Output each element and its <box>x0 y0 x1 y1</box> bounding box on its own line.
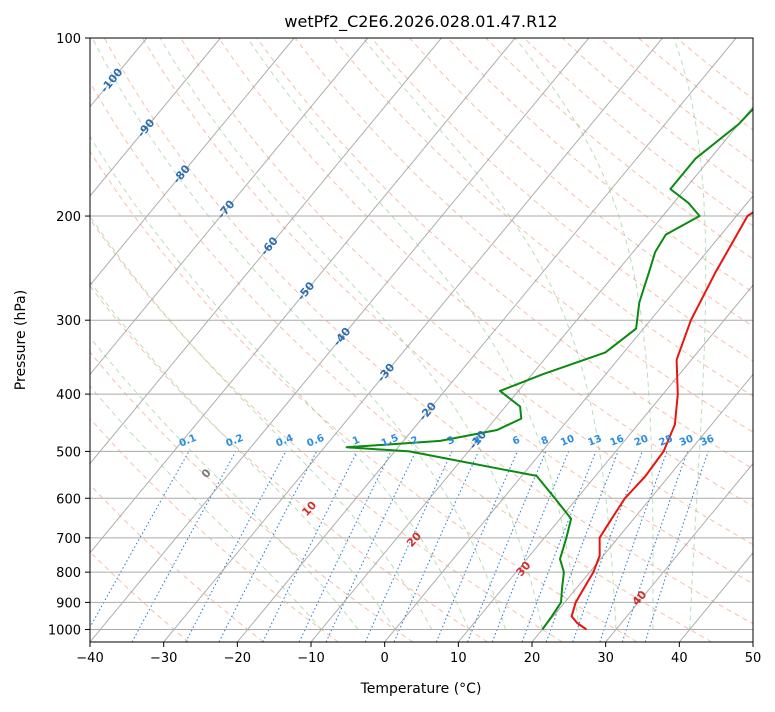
x-tick-label: −10 <box>297 651 324 666</box>
x-tick-label: 10 <box>450 651 467 666</box>
x-tick-label: 50 <box>745 651 762 666</box>
chart-title: wetPf2_C2E6.2026.028.01.47.R12 <box>284 12 557 32</box>
y-tick-label: 1000 <box>48 623 81 638</box>
y-tick-label: 400 <box>56 388 81 403</box>
x-axis-label: Temperature (°C) <box>360 681 482 697</box>
x-tick-label: 40 <box>671 651 688 666</box>
x-tick-label: 0 <box>381 651 389 666</box>
y-tick-label: 900 <box>56 596 81 611</box>
y-tick-label: 100 <box>56 32 81 47</box>
x-tick-label: −30 <box>150 651 177 666</box>
x-tick-label: −20 <box>224 651 251 666</box>
x-tick-label: 30 <box>597 651 614 666</box>
y-tick-label: 500 <box>56 445 81 460</box>
y-tick-label: 200 <box>56 210 81 225</box>
y-axis-label: Pressure (hPa) <box>13 290 29 390</box>
y-tick-label: 800 <box>56 566 81 581</box>
x-tick-label: 20 <box>524 651 541 666</box>
y-tick-label: 600 <box>56 492 81 507</box>
y-tick-label: 700 <box>56 532 81 547</box>
x-tick-label: −40 <box>76 651 103 666</box>
y-tick-label: 300 <box>56 314 81 329</box>
